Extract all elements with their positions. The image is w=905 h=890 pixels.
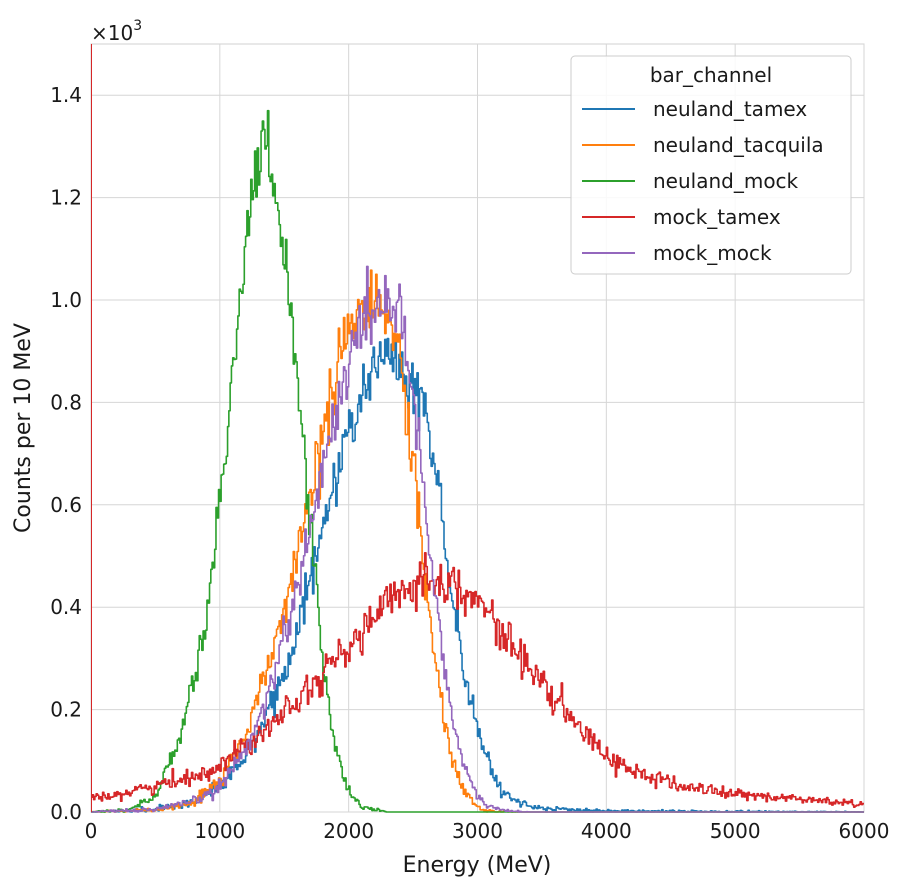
legend-entry-label: neuland_mock [653, 169, 799, 193]
x-tick-label: 1000 [194, 819, 245, 843]
y-tick-label: 0.8 [50, 390, 82, 414]
y-tick-label: 1.0 [50, 288, 82, 312]
x-tick-label: 5000 [710, 819, 761, 843]
y-tick-label: 0.2 [50, 698, 82, 722]
legend-title: bar_channel [650, 63, 772, 87]
legend: bar_channel neuland_tamex neuland_tacquil… [571, 56, 851, 274]
x-tick-label: 6000 [839, 819, 890, 843]
x-tick-label: 3000 [452, 819, 503, 843]
x-tick-label: 2000 [323, 819, 374, 843]
y-multiplier-base: ×10 [91, 21, 133, 45]
x-tick-label: 4000 [581, 819, 632, 843]
y-tick-label: 0.4 [50, 595, 82, 619]
y-multiplier-exponent: 3 [133, 18, 142, 34]
y-tick-label: 0.0 [50, 800, 82, 824]
y-tick-label: 1.2 [50, 186, 82, 210]
y-axis-title: Counts per 10 MeV [11, 323, 36, 533]
y-tick-label: 1.4 [50, 83, 82, 107]
x-tick-label: 0 [85, 819, 98, 843]
legend-entry-label: neuland_tacquila [653, 133, 824, 157]
legend-entry-label: mock_tamex [653, 205, 781, 229]
x-axis-title: Energy (MeV) [403, 853, 552, 878]
legend-entry-label: neuland_tamex [653, 97, 807, 121]
legend-entry-label: mock_mock [653, 241, 772, 265]
y-tick-label: 0.6 [50, 493, 82, 517]
